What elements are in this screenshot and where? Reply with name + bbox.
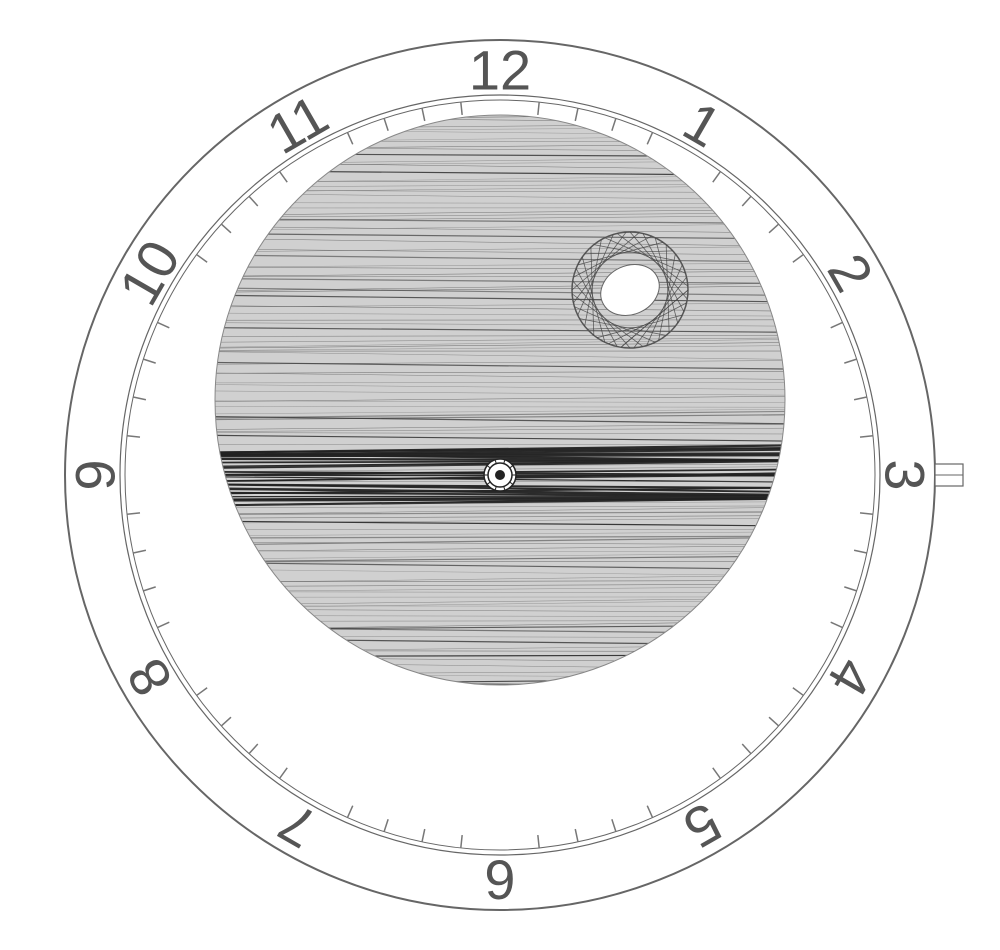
center-hub bbox=[484, 459, 516, 491]
numeral-12: 12 bbox=[469, 39, 531, 102]
crown-stem bbox=[935, 464, 963, 486]
numeral-6: 6 bbox=[484, 849, 515, 912]
numeral-9: 9 bbox=[64, 459, 127, 490]
numeral-3: 3 bbox=[874, 459, 937, 490]
textured-disc bbox=[215, 115, 785, 687]
clock-diagram: 121234567891011 bbox=[0, 0, 1000, 950]
